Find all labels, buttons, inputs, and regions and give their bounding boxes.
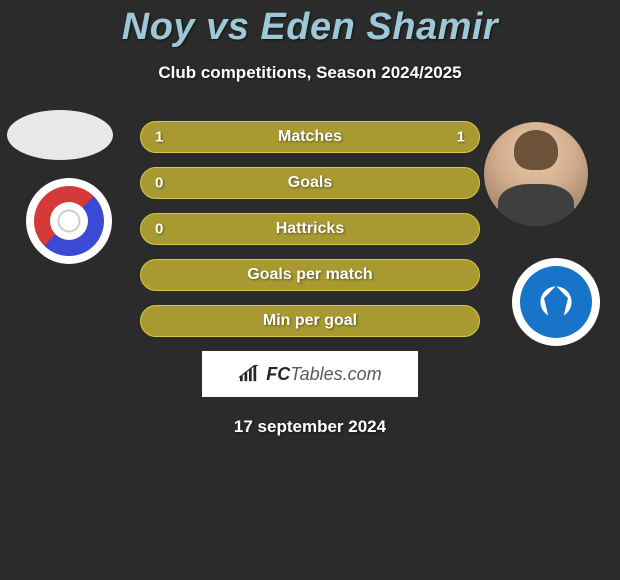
date-text: 17 september 2024 xyxy=(0,417,620,437)
stats-area: 1 Matches 1 0 Goals 0 Hattricks Goals pe… xyxy=(0,121,620,437)
stat-left-value: 1 xyxy=(155,129,163,146)
stat-left-value: 0 xyxy=(155,175,163,192)
stat-right-value: 1 xyxy=(457,129,465,146)
stat-label: Min per goal xyxy=(263,312,357,330)
brand-tables: Tables.com xyxy=(290,364,381,384)
stat-left-value: 0 xyxy=(155,221,163,238)
stat-bar: Goals per match xyxy=(140,259,480,291)
brand-fc: FC xyxy=(266,364,290,384)
brand-badge: FCTables.com xyxy=(202,351,418,397)
subtitle: Club competitions, Season 2024/2025 xyxy=(0,63,620,83)
page-title: Noy vs Eden Shamir xyxy=(0,0,620,49)
stat-label: Goals xyxy=(288,174,332,192)
stat-bar: 0 Goals xyxy=(140,167,480,199)
stat-label: Goals per match xyxy=(247,266,372,284)
stat-bar: Min per goal xyxy=(140,305,480,337)
stat-label: Hattricks xyxy=(276,220,344,238)
stat-label: Matches xyxy=(278,128,342,146)
stat-bar: 1 Matches 1 xyxy=(140,121,480,153)
chart-icon xyxy=(238,365,260,383)
brand-text: FCTables.com xyxy=(266,364,381,385)
stat-bar: 0 Hattricks xyxy=(140,213,480,245)
